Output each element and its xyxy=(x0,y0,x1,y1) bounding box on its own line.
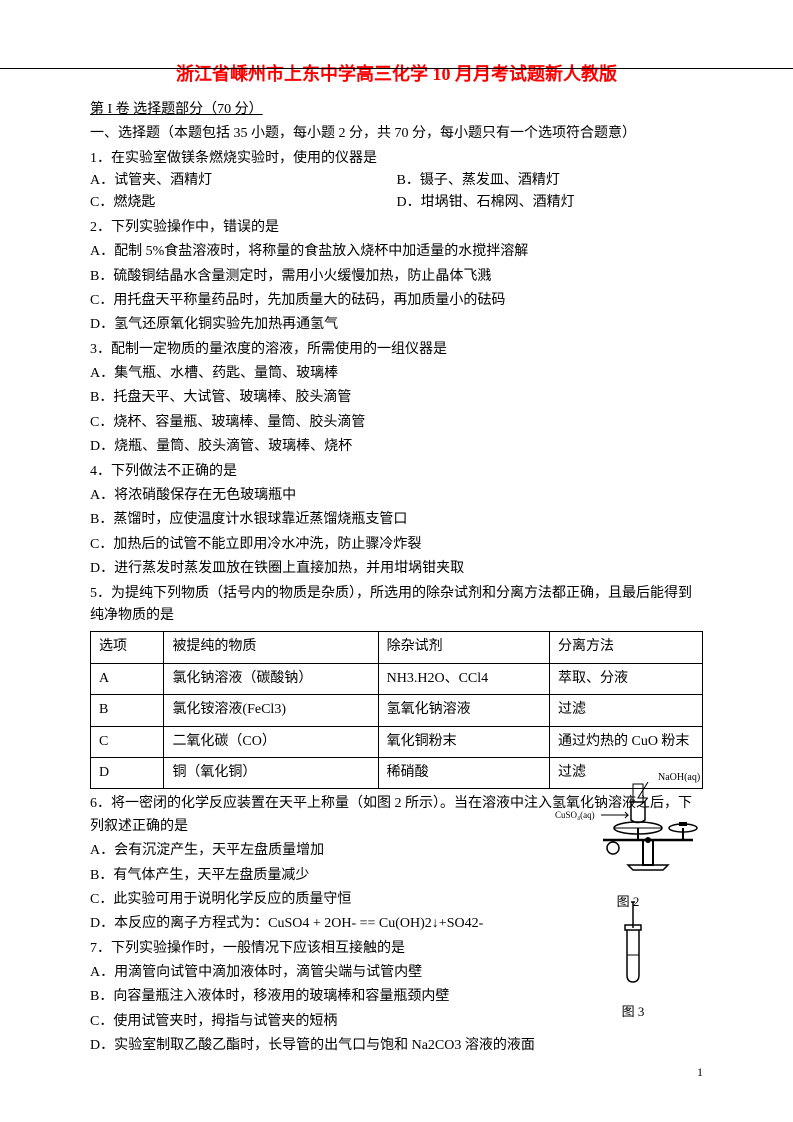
table-header-row: 选项 被提纯的物质 除杂试剂 分离方法 xyxy=(91,632,703,663)
q1-option-c: C．燃烧匙 xyxy=(90,192,397,214)
q7-stem: 7．下列实验操作时，一般情况下应该相互接触的是 xyxy=(90,938,703,960)
q1-option-b: B．镊子、蒸发皿、酒精灯 xyxy=(397,170,704,192)
section-1-instruction: 一、选择题（本题包括 35 小题，每小题 2 分，共 70 分，每小题只有一个选… xyxy=(90,123,703,145)
table-header-3: 分离方法 xyxy=(549,632,702,663)
table-row: B 氯化铵溶液(FeCl3) 氢氧化钠溶液 过滤 xyxy=(91,695,703,726)
table-cell: 萃取、分液 xyxy=(549,663,702,694)
table-row: A 氯化钠溶液（碳酸钠） NH3.H2O、CCl4 萃取、分液 xyxy=(91,663,703,694)
table-cell: 氯化钠溶液（碳酸钠） xyxy=(164,663,378,694)
q3-stem: 3．配制一定物质的量浓度的溶液，所需使用的一组仪器是 xyxy=(90,339,703,361)
table-cell: B xyxy=(91,695,164,726)
q1-option-d: D．坩埚钳、石棉网、酒精灯 xyxy=(397,192,704,214)
table-cell: 氧化铜粉末 xyxy=(378,726,549,757)
cuso4-label: CuSO₄(aq) xyxy=(555,810,595,820)
q7-option-d: D．实验室制取乙酸乙酯时，长导管的出气口与饱和 Na2CO3 溶液的液面 xyxy=(90,1035,703,1057)
table-header-2: 除杂试剂 xyxy=(378,632,549,663)
q2-option-c: C．用托盘天平称量药品时，先加质量大的砝码，再加质量小的砝码 xyxy=(90,290,703,312)
table-cell: C xyxy=(91,726,164,757)
q4-option-b: B．蒸馏时，应使温度计水银球靠近蒸馏烧瓶支管口 xyxy=(90,509,703,531)
q4-option-a: A．将浓硝酸保存在无色玻璃瓶中 xyxy=(90,485,703,507)
table-cell: 通过灼热的 CuO 粉末 xyxy=(549,726,702,757)
q1-options-row2: C．燃烧匙 D．坩埚钳、石棉网、酒精灯 xyxy=(90,192,703,214)
table-cell: 氯化铵溶液(FeCl3) xyxy=(164,695,378,726)
table-cell: NH3.H2O、CCl4 xyxy=(378,663,549,694)
table-cell: D xyxy=(91,757,164,788)
figure-3-caption: 图 3 xyxy=(613,1002,653,1023)
table-cell: 氢氧化钠溶液 xyxy=(378,695,549,726)
table-cell: A xyxy=(91,663,164,694)
q7-option-a: A．用滴管向试管中滴加液体时，滴管尖端与试管内壁 xyxy=(90,962,703,984)
q1-option-a: A．试管夹、酒精灯 xyxy=(90,170,397,192)
table-header-1: 被提纯的物质 xyxy=(164,632,378,663)
naoh-label: NaOH(aq) xyxy=(658,772,700,783)
section-1-header: 第 I 卷 选择题部分（70 分） xyxy=(90,99,703,121)
q4-option-c: C．加热后的试管不能立即用冷水冲洗，防止骤冷炸裂 xyxy=(90,534,703,556)
q2-stem: 2．下列实验操作中，错误的是 xyxy=(90,217,703,239)
table-cell: 铜（氧化铜） xyxy=(164,757,378,788)
balance-scale-icon: NaOH(aq) CuSO₄(aq) xyxy=(553,770,703,880)
top-horizontal-rule xyxy=(0,68,793,69)
table-cell: 过滤 xyxy=(549,695,702,726)
q2-option-b: B．硫酸铜结晶水含量测定时，需用小火缓慢加热，防止晶体飞溅 xyxy=(90,266,703,288)
table-row: C 二氧化碳（CO） 氧化铜粉末 通过灼热的 CuO 粉末 xyxy=(91,726,703,757)
q4-option-d: D．进行蒸发时蒸发皿放在铁圈上直接加热，并用坩埚钳夹取 xyxy=(90,558,703,580)
q3-option-d: D．烧瓶、量筒、胶头滴管、玻璃棒、烧杯 xyxy=(90,436,703,458)
table-cell: 稀硝酸 xyxy=(378,757,549,788)
q2-option-d: D．氢气还原氧化铜实验先加热再通氢气 xyxy=(90,314,703,336)
q2-option-a: A．配制 5%食盐溶液时，将称量的食盐放入烧杯中加适量的水搅拌溶解 xyxy=(90,241,703,263)
figure-3: 图 3 xyxy=(613,900,653,1023)
q1-options-row1: A．试管夹、酒精灯 B．镊子、蒸发皿、酒精灯 xyxy=(90,170,703,192)
q3-option-c: C．烧杯、容量瓶、玻璃棒、量筒、胶头滴管 xyxy=(90,412,703,434)
figure-2: NaOH(aq) CuSO₄(aq) 图 2 xyxy=(553,770,703,913)
q3-option-a: A．集气瓶、水槽、药匙、量筒、玻璃棒 xyxy=(90,363,703,385)
q3-option-b: B．托盘天平、大试管、玻璃棒、胶头滴管 xyxy=(90,387,703,409)
document-title: 浙江省嵊州市上东中学高三化学 10 月月考试题新人教版 xyxy=(90,60,703,89)
q1-stem: 1．在实验室做镁条燃烧实验时，使用的仪器是 xyxy=(90,148,703,170)
test-tube-icon xyxy=(613,900,653,990)
q5-table: 选项 被提纯的物质 除杂试剂 分离方法 A 氯化钠溶液（碳酸钠） NH3.H2O… xyxy=(90,631,703,789)
q5-stem: 5．为提纯下列物质（括号内的物质是杂质），所选用的除杂试剂和分离方法都正确，且最… xyxy=(90,583,703,628)
q6-option-d: D．本反应的离子方程式为：CuSO4 + 2OH- == Cu(OH)2↓+SO… xyxy=(90,913,703,935)
table-header-0: 选项 xyxy=(91,632,164,663)
table-cell: 二氧化碳（CO） xyxy=(164,726,378,757)
page-number: 1 xyxy=(697,1063,703,1082)
q4-stem: 4．下列做法不正确的是 xyxy=(90,461,703,483)
q7-option-b: B．向容量瓶注入液体时，移液用的玻璃棒和容量瓶颈内壁 xyxy=(90,986,703,1008)
q7-option-c: C．使用试管夹时，拇指与试管夹的短柄 xyxy=(90,1011,703,1033)
